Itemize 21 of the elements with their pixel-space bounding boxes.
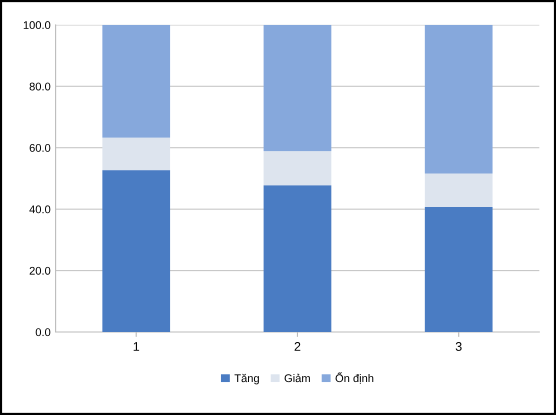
bar xyxy=(102,138,170,170)
bar xyxy=(424,207,493,332)
bar xyxy=(264,24,332,152)
y-tick-label: 60.0 xyxy=(30,144,50,152)
y-tick-label: 80.0 xyxy=(30,82,50,90)
bar xyxy=(264,185,332,332)
legend-label: Ổn định xyxy=(336,372,374,384)
x-tick-label: 2 xyxy=(294,342,300,351)
x-tick-label: 3 xyxy=(456,342,462,351)
bar xyxy=(102,170,170,332)
y-tick-label: 0.0 xyxy=(36,328,50,336)
legend-label: Giảm xyxy=(284,374,310,382)
y-tick-label: 40.0 xyxy=(29,205,50,214)
y-tick-label: 20.0 xyxy=(30,266,50,275)
bar xyxy=(424,24,493,174)
y-tick-label: 100.0 xyxy=(24,21,50,30)
bar xyxy=(102,24,170,138)
bar xyxy=(424,174,493,208)
bar xyxy=(264,151,332,186)
x-tick-label: 1 xyxy=(134,342,140,351)
legend-label: Tăng xyxy=(234,374,259,384)
